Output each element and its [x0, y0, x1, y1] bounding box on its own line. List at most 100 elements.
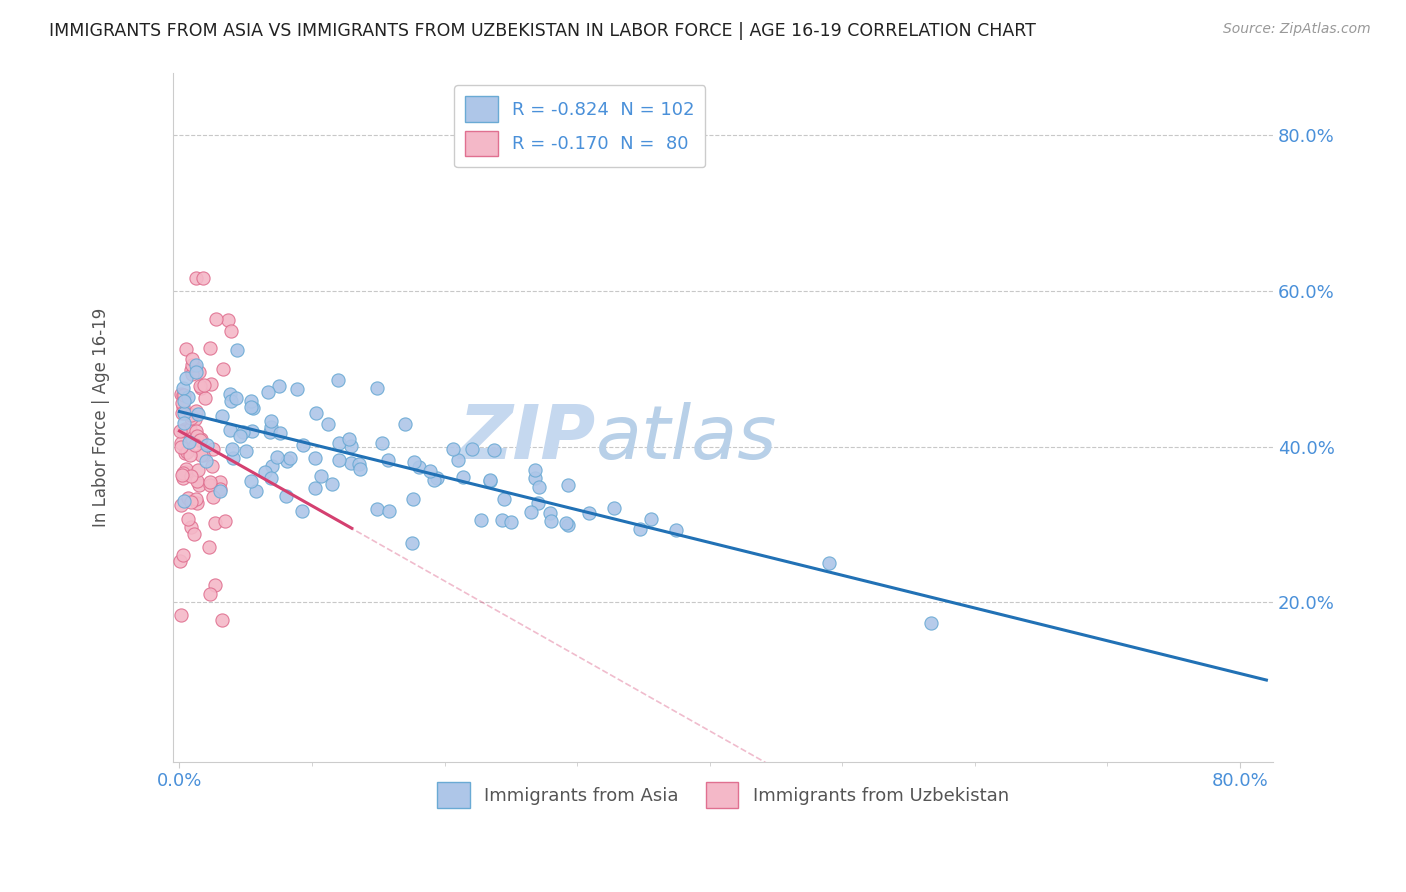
Point	[169, 424, 191, 438]
Point	[347, 457, 370, 471]
Point	[194, 391, 217, 405]
Point	[408, 459, 430, 474]
Point	[176, 445, 198, 459]
Point	[188, 433, 211, 447]
Point	[321, 476, 343, 491]
Point	[181, 351, 204, 366]
Point	[304, 451, 326, 466]
Point	[451, 470, 474, 484]
Point	[190, 449, 212, 463]
Point	[198, 341, 221, 355]
Point	[172, 548, 194, 562]
Point	[221, 442, 243, 456]
Point	[640, 511, 662, 525]
Point	[470, 513, 492, 527]
Point	[366, 501, 388, 516]
Point	[190, 381, 212, 395]
Point	[276, 489, 298, 503]
Point	[180, 410, 202, 425]
Point	[179, 448, 201, 462]
Point	[232, 425, 254, 440]
Point	[176, 343, 198, 357]
Point	[519, 505, 541, 519]
Y-axis label: In Labor Force | Age 16-19: In Labor Force | Age 16-19	[93, 308, 110, 527]
Point	[318, 417, 340, 432]
Point	[328, 436, 350, 450]
Point	[478, 473, 501, 487]
Point	[170, 436, 193, 450]
Point	[254, 465, 277, 479]
Point	[205, 311, 228, 326]
Point	[259, 425, 281, 439]
Point	[602, 500, 624, 515]
Point	[461, 442, 484, 456]
Point	[173, 388, 195, 402]
Point	[173, 407, 195, 421]
Point	[186, 474, 208, 488]
Point	[172, 400, 194, 414]
Point	[494, 491, 516, 506]
Point	[172, 381, 194, 395]
Point	[180, 362, 202, 376]
Point	[173, 422, 195, 436]
Point	[195, 437, 218, 451]
Point	[198, 475, 221, 489]
Point	[173, 393, 195, 408]
Point	[201, 459, 224, 474]
Point	[491, 513, 513, 527]
Point	[177, 491, 200, 506]
Point	[198, 587, 221, 601]
Point	[187, 463, 209, 477]
Text: ZIP: ZIP	[460, 401, 596, 475]
Point	[529, 480, 551, 494]
Point	[423, 473, 446, 487]
Point	[190, 432, 212, 446]
Point	[337, 432, 360, 446]
Point	[202, 442, 225, 457]
Point	[214, 514, 236, 528]
Point	[538, 507, 561, 521]
Point	[208, 475, 231, 489]
Point	[377, 453, 399, 467]
Point	[394, 417, 416, 431]
Point	[239, 474, 262, 488]
Point	[180, 494, 202, 508]
Point	[257, 385, 280, 400]
Point	[276, 454, 298, 468]
Point	[242, 401, 264, 415]
Point	[184, 365, 207, 379]
Point	[402, 455, 425, 469]
Point	[211, 613, 233, 627]
Point	[172, 388, 194, 402]
Point	[527, 496, 550, 510]
Point	[555, 516, 578, 531]
Point	[193, 377, 215, 392]
Point	[200, 376, 222, 391]
Point	[177, 390, 200, 404]
Point	[285, 382, 308, 396]
Point	[221, 393, 243, 408]
Point	[239, 401, 262, 415]
Point	[628, 522, 651, 536]
Point	[305, 406, 328, 420]
Point	[219, 387, 242, 401]
Point	[187, 478, 209, 492]
Point	[401, 535, 423, 549]
Point	[204, 578, 226, 592]
Point	[260, 459, 283, 474]
Point	[184, 438, 207, 452]
Point	[225, 391, 247, 405]
Text: atlas: atlas	[596, 402, 778, 474]
Point	[441, 442, 464, 456]
Point	[269, 426, 291, 441]
Point	[212, 362, 235, 376]
Point	[204, 516, 226, 530]
Point	[186, 429, 208, 443]
Point	[225, 343, 247, 357]
Point	[173, 494, 195, 508]
Point	[278, 451, 301, 466]
Point	[235, 444, 257, 458]
Point	[174, 371, 197, 385]
Point	[366, 381, 388, 395]
Point	[177, 435, 200, 450]
